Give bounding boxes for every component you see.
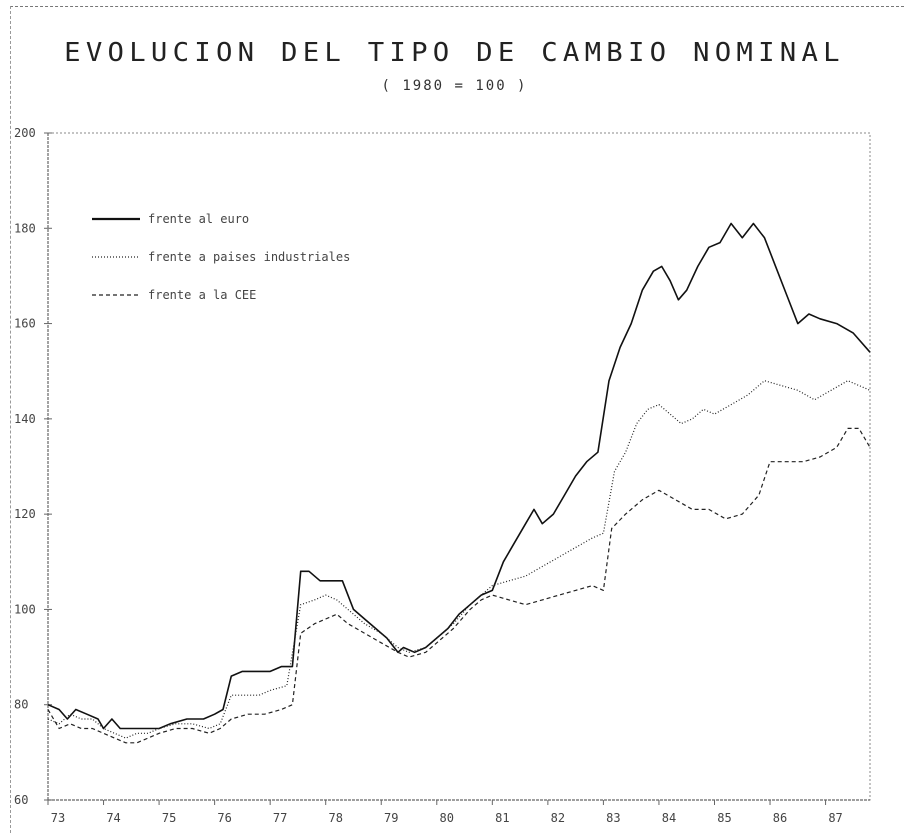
y-tick-label: 60 — [14, 793, 28, 807]
x-tick-label: 78 — [328, 811, 342, 825]
x-tick-label: 76 — [217, 811, 231, 825]
y-tick-label: 140 — [14, 412, 36, 426]
x-tick-label: 77 — [273, 811, 287, 825]
x-axis: 73 74 75 76 77 78 79 80 81 82 83 84 85 86 87 — [47, 800, 843, 825]
x-tick-label: 81 — [495, 811, 509, 825]
x-tick-label: 82 — [551, 811, 565, 825]
y-tick-label: 120 — [14, 507, 36, 521]
chart-subtitle: ( 1980 = 100 ) — [381, 78, 528, 94]
legend-label-3: frente a la CEE — [148, 288, 256, 302]
x-tick-label: 79 — [384, 811, 398, 825]
y-tick-label: 180 — [14, 221, 36, 235]
legend-label-2: frente a paises industriales — [148, 250, 350, 264]
chart-title: EVOLUCION DEL TIPO DE CAMBIO NOMINAL — [64, 38, 845, 68]
series-line-3 — [47, 427, 871, 744]
series-line-1 — [47, 222, 871, 730]
legend-label-1: frente al euro — [148, 212, 249, 226]
x-tick-label: 87 — [828, 811, 842, 825]
y-axis: 60 80 100 120 140 160 180 200 — [14, 126, 52, 807]
x-tick-label: 84 — [662, 811, 676, 825]
x-tick-label: 83 — [606, 811, 620, 825]
plot-area — [47, 132, 871, 801]
y-tick-label: 200 — [14, 126, 36, 140]
y-tick-label: 80 — [14, 698, 28, 712]
series-layer — [47, 222, 871, 744]
y-tick-label: 160 — [14, 317, 36, 331]
x-tick-label: 80 — [440, 811, 454, 825]
x-tick-label: 75 — [162, 811, 176, 825]
x-tick-label: 73 — [51, 811, 65, 825]
x-tick-label: 85 — [717, 811, 731, 825]
series-line-2 — [47, 380, 871, 739]
chart-frame — [10, 6, 904, 833]
x-tick-label: 74 — [106, 811, 120, 825]
x-tick-label: 86 — [773, 811, 787, 825]
y-tick-label: 100 — [14, 602, 36, 616]
legend: frente al euro frente a paises industrial… — [92, 212, 350, 302]
